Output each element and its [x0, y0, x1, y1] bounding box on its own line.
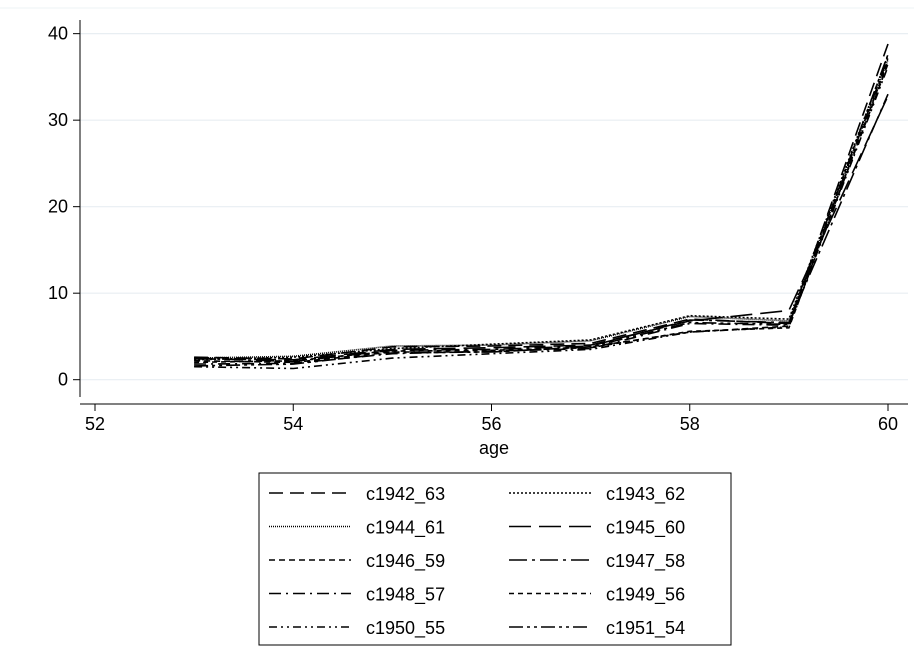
- legend-label-c1951_54: c1951_54: [606, 618, 685, 639]
- axes: 0 10 20 30 40 52 54 56 58 60: [48, 20, 908, 434]
- legend-label-c1942_63: c1942_63: [366, 484, 445, 505]
- legend-label-c1944_61: c1944_61: [366, 518, 445, 539]
- legend-label-c1945_60: c1945_60: [606, 518, 685, 539]
- x-tick-label-58: 58: [680, 414, 700, 434]
- legend: c1942_63 c1943_62 c1944_61 c1945_60 c1946_59…: [258, 472, 732, 646]
- series-line-c1950_55: [194, 66, 889, 370]
- legend-box: [258, 472, 732, 646]
- series-lines: [194, 43, 889, 370]
- y-tick-label-0: 0: [58, 370, 68, 390]
- y-tick-label-40: 40: [48, 24, 68, 44]
- legend-label-c1950_55: c1950_55: [366, 618, 445, 639]
- x-tick-label-52: 52: [85, 414, 105, 434]
- legend-label-c1943_62: c1943_62: [606, 484, 685, 505]
- legend-label-c1949_56: c1949_56: [606, 585, 685, 606]
- y-tick-label-30: 30: [48, 110, 68, 130]
- series-line-c1946_59: [194, 63, 889, 364]
- y-tick-label-20: 20: [48, 197, 68, 217]
- y-tick-label-10: 10: [48, 283, 68, 303]
- grid-lines: [0, 7, 914, 381]
- series-line-c1944_61: [194, 59, 889, 359]
- x-tick-label-56: 56: [481, 414, 501, 434]
- series-line-c1942_63: [194, 43, 889, 360]
- series-line-c1951_54: [194, 54, 889, 367]
- series-line-c1945_60: [194, 95, 889, 361]
- x-axis-title: age: [479, 438, 509, 458]
- legend-label-c1948_57: c1948_57: [366, 585, 445, 606]
- series-line-c1947_58: [194, 93, 889, 363]
- series-line-c1949_56: [194, 61, 889, 364]
- legend-label-c1946_59: c1946_59: [366, 551, 445, 572]
- x-tick-label-54: 54: [283, 414, 303, 434]
- legend-label-c1947_58: c1947_58: [606, 551, 685, 572]
- x-tick-label-60: 60: [878, 414, 898, 434]
- series-line-c1943_62: [194, 55, 889, 361]
